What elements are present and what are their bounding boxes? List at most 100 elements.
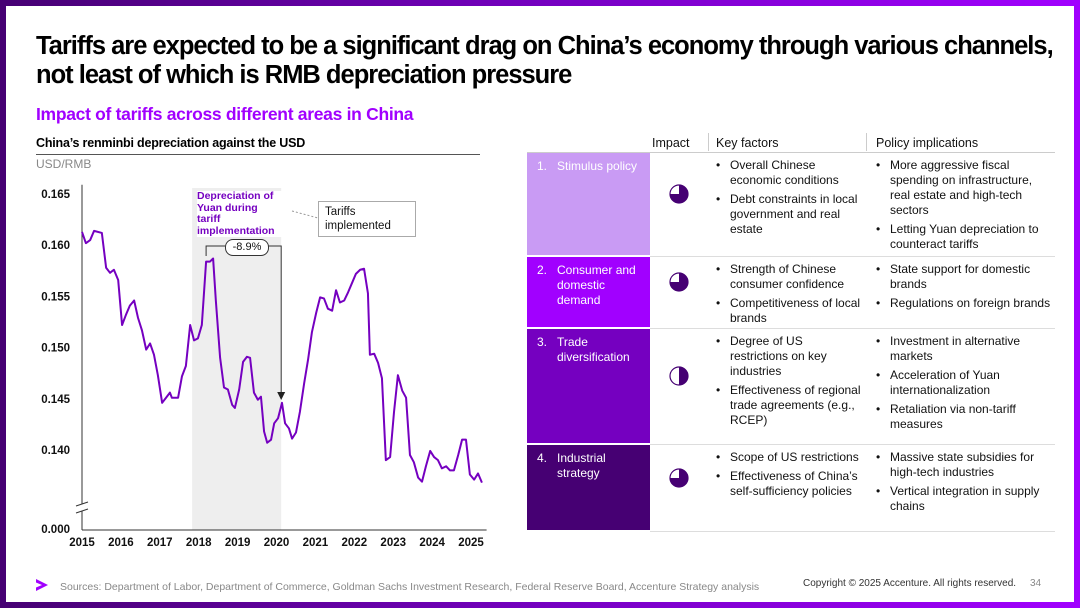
x-tick-label: 2015 (69, 537, 95, 549)
axis-break (75, 501, 89, 507)
policy: State support for domestic brands (874, 262, 1052, 292)
key-factor: Debt constraints in local government and… (714, 192, 864, 237)
rule (36, 154, 480, 155)
impact-icon (669, 184, 689, 204)
impact-fill (670, 273, 688, 291)
row-number: 4. (537, 451, 548, 465)
policy-cell: More aggressive fiscal spending on infra… (874, 158, 1052, 256)
policy: Massive state subsidies for high-tech in… (874, 450, 1052, 480)
key-factor: Strength of Chinese consumer confidence (714, 262, 864, 292)
policy: Retaliation via non-tariff measures (874, 402, 1052, 432)
logo (36, 579, 48, 591)
slide: Tariffs are expected to be a significant… (6, 6, 1074, 602)
annotation: Tariffs implemented (318, 201, 416, 237)
row-rule (650, 444, 1055, 445)
connector (291, 210, 319, 219)
column-header: Key factors (716, 136, 779, 150)
row-rule (650, 531, 1055, 532)
x-tick-label: 2019 (225, 537, 251, 549)
copyright: Copyright © 2025 Accenture. All rights r… (803, 578, 1017, 589)
sources: Sources: Department of Labor, Department… (60, 581, 760, 593)
row-name: Stimulus policy (557, 159, 638, 173)
row-rule (650, 256, 1055, 257)
chart-title: China’s renminbi depreciation against th… (36, 136, 306, 150)
key-factor-cell: Overall Chinese economic conditions Debt … (714, 158, 864, 241)
x-tick-label: 2018 (186, 537, 212, 549)
row-rule (650, 328, 1055, 329)
key-factor-list: Overall Chinese economic conditions Debt … (714, 158, 864, 237)
key-factor-cell: Scope of US restrictions Effectiveness of… (714, 450, 864, 503)
page-number: 34 (1030, 578, 1042, 589)
key-factor: Overall Chinese economic conditions (714, 158, 864, 188)
y-tick-label: 0.140 (41, 445, 70, 457)
x-tick-label: 2017 (147, 537, 173, 549)
region-label: Depreciation of Yuan during tariff imple… (197, 190, 283, 237)
row-number: 3. (537, 335, 548, 349)
bracket (205, 245, 282, 392)
axis-break (75, 508, 89, 514)
row-name: Industrial strategy (557, 451, 606, 480)
row-name: Consumer and domestic demand (557, 263, 636, 307)
chart: 0.000 0.140 0.145 0.150 0.155 0.160 0.165 2015 2… (41, 184, 487, 549)
policy-cell: Massive state subsidies for high-tech in… (874, 450, 1052, 518)
line (81, 229, 483, 484)
impact-icon (669, 272, 689, 292)
row-number: 1. (537, 159, 548, 173)
key-factor: Effectiveness of China’s self-sufficienc… (714, 469, 864, 499)
x-tick-label: 2016 (108, 537, 134, 549)
header-separator (866, 133, 867, 151)
row-label-cell (527, 329, 650, 443)
key-factor-cell: Degree of US restrictions on key industr… (714, 334, 864, 432)
key-factor-cell: Strength of Chinese consumer confidence C… (714, 262, 864, 330)
key-factor: Effectiveness of regional trade agreemen… (714, 383, 864, 428)
policy: Vertical integration in supply chains (874, 484, 1052, 514)
policy-cell: State support for domestic brands Regulat… (874, 262, 1052, 315)
policy-list: State support for domestic brands Regulat… (874, 262, 1052, 311)
row-label-cell (527, 153, 650, 255)
key-factor-list: Strength of Chinese consumer confidence C… (714, 262, 864, 326)
policy: Regulations on foreign brands (874, 296, 1052, 311)
impact-fill (670, 468, 688, 487)
key-factor: Competitiveness of local brands (714, 296, 864, 326)
change-label: -8.9% (225, 239, 269, 256)
key-factor-list: Degree of US restrictions on key industr… (714, 334, 864, 428)
impact-icon (669, 467, 689, 488)
subtitle: Impact of tariffs across different areas… (36, 104, 414, 124)
x-tick-label: 2022 (342, 537, 368, 549)
column-header: Impact (652, 136, 690, 150)
header-separator (708, 133, 709, 151)
x-tick-label: 2024 (419, 537, 445, 549)
key-factor-list: Scope of US restrictions Effectiveness of… (714, 450, 864, 499)
policy: Letting Yuan depreciation to counteract … (874, 222, 1052, 252)
impact-icon (669, 366, 689, 386)
y-tick-label: 0.000 (41, 524, 70, 536)
policy: Investment in alternative markets (874, 334, 1052, 364)
policy: Acceleration of Yuan internationalizatio… (874, 368, 1052, 398)
policy-list: Massive state subsidies for high-tech in… (874, 450, 1052, 514)
key-factor: Degree of US restrictions on key industr… (714, 334, 864, 379)
impact-fill (670, 185, 688, 203)
impact-fill (679, 367, 688, 385)
policy: More aggressive fiscal spending on infra… (874, 158, 1052, 218)
row-number: 2. (537, 263, 548, 277)
header-rule (527, 152, 1055, 153)
y-tick-label: 0.165 (41, 189, 70, 201)
x-tick-label: 2023 (380, 537, 406, 549)
arrow-head (277, 392, 286, 400)
y-tick-label: 0.160 (41, 240, 70, 252)
row-name: Trade diversification (557, 335, 630, 364)
key-factor: Scope of US restrictions (714, 450, 864, 465)
title: Tariffs are expected to be a significant… (36, 32, 1054, 89)
x-tick-label: 2025 (458, 537, 484, 549)
x-tick-label: 2020 (264, 537, 290, 549)
y-tick-label: 0.145 (41, 394, 70, 406)
row-label-cell (527, 257, 650, 327)
policy-list: More aggressive fiscal spending on infra… (874, 158, 1052, 252)
policy-list: Investment in alternative markets Acceler… (874, 334, 1052, 432)
y-tick-label: 0.155 (41, 291, 70, 303)
policy-cell: Investment in alternative markets Acceler… (874, 334, 1052, 436)
y-axis-label: USD/RMB (36, 157, 92, 171)
y-tick-label: 0.150 (41, 343, 70, 355)
column-header: Policy implications (876, 136, 979, 150)
x-tick-label: 2021 (303, 537, 329, 549)
